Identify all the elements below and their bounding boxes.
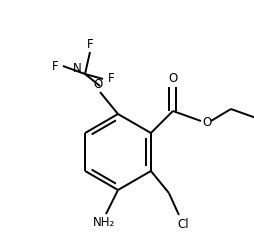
Text: F: F — [52, 60, 58, 72]
Text: O: O — [168, 72, 178, 85]
Text: O: O — [93, 78, 103, 90]
Text: O: O — [202, 116, 212, 130]
Text: Cl: Cl — [177, 217, 189, 230]
Text: N: N — [73, 62, 82, 76]
Text: F: F — [87, 37, 93, 50]
Text: F: F — [108, 72, 114, 85]
Text: NH₂: NH₂ — [93, 216, 115, 229]
